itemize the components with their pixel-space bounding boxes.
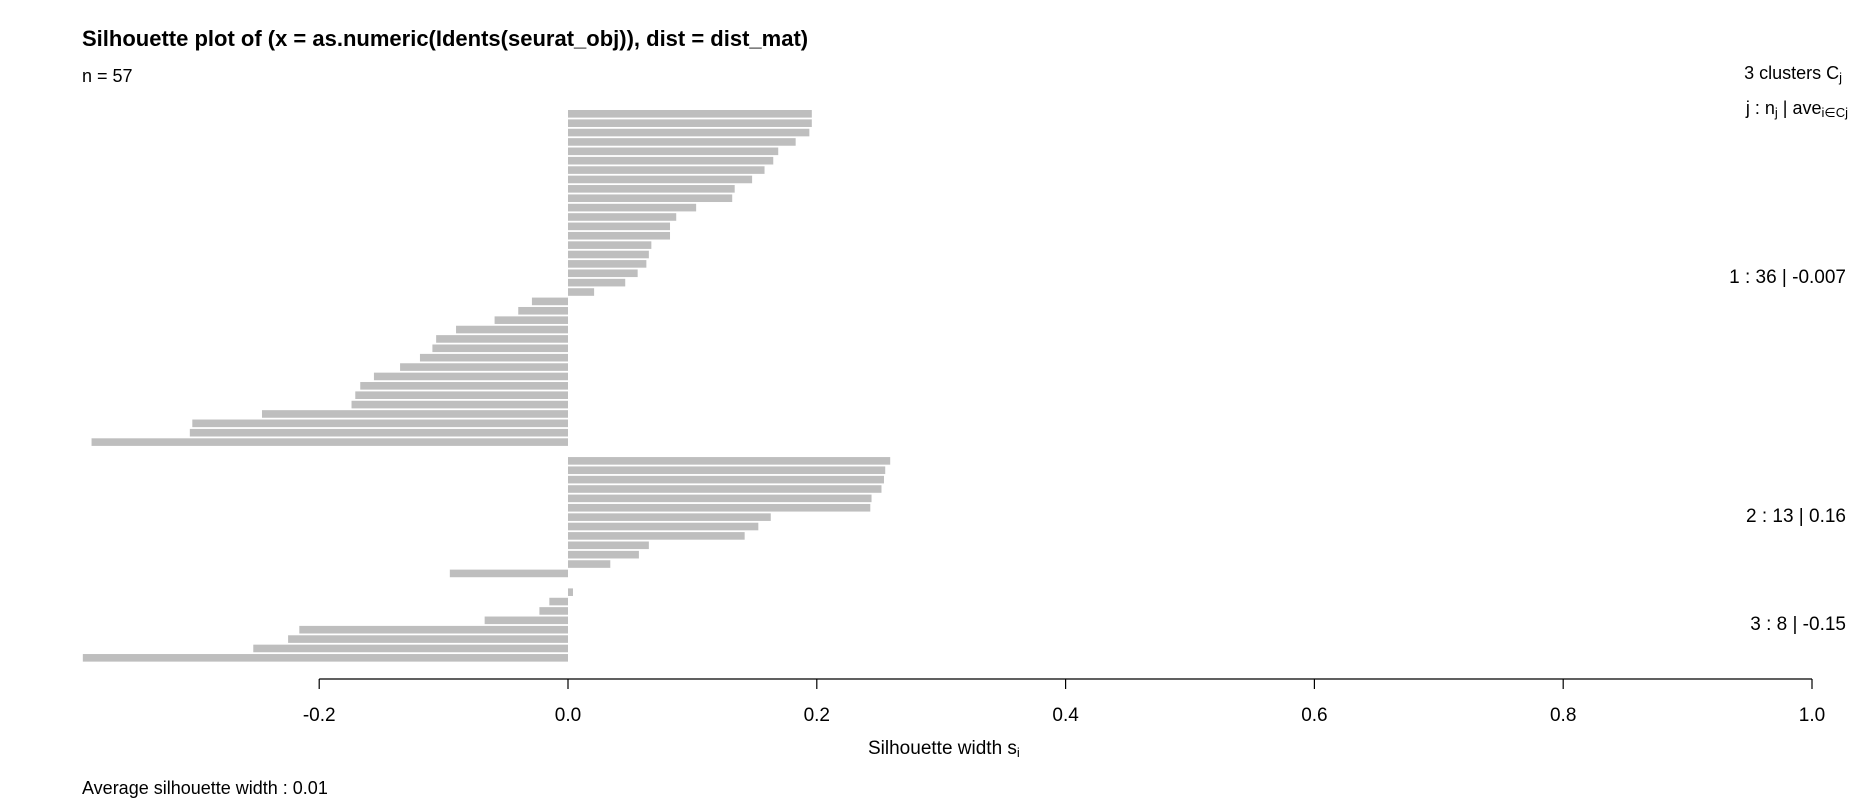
cluster-3-summary: 3 : 8 | -0.15 [1750, 614, 1846, 635]
bar-cluster-3-4 [484, 616, 568, 625]
bar-cluster-1-23 [494, 316, 568, 324]
bar-cluster-1-21 [531, 297, 568, 306]
bar-cluster-1-4 [568, 138, 796, 146]
bar-cluster-3-2 [549, 597, 568, 606]
x-tick-label: 0.2 [804, 705, 830, 726]
bar-cluster-3-6 [288, 635, 568, 643]
bar-cluster-2-11 [568, 550, 639, 559]
bar-cluster-2-2 [568, 466, 886, 475]
legend-header-line2: j : nj | avei∈Cj [1745, 98, 1848, 120]
bar-cluster-1-31 [355, 391, 568, 399]
bar-cluster-1-1 [568, 110, 812, 118]
x-tick-label: 0.6 [1301, 705, 1327, 726]
x-axis-label: Silhouette width si [868, 738, 1020, 760]
bar-cluster-2-12 [568, 560, 611, 568]
legend-header: 3 clusters Cj j : nj | avei∈Cj [1744, 58, 1848, 128]
bar-cluster-1-17 [568, 260, 647, 268]
bar-cluster-1-12 [568, 213, 677, 221]
bar-cluster-1-30 [360, 382, 568, 390]
bar-cluster-2-3 [568, 475, 884, 484]
bar-cluster-1-16 [568, 250, 649, 259]
bar-cluster-1-32 [351, 400, 568, 409]
x-tick-label: 0.4 [1052, 705, 1079, 726]
bar-cluster-2-4 [568, 485, 882, 493]
bar-cluster-1-24 [456, 325, 568, 334]
bar-cluster-3-5 [299, 625, 568, 634]
sample-count: n = 57 [82, 66, 133, 86]
bar-cluster-3-8 [82, 654, 568, 662]
legend-header-line1: 3 clusters Cj [1744, 63, 1842, 85]
bar-cluster-1-8 [568, 175, 753, 184]
bar-cluster-3-7 [253, 644, 568, 653]
bar-cluster-1-3 [568, 128, 810, 137]
bar-cluster-1-14 [568, 231, 671, 240]
bar-cluster-1-35 [189, 428, 568, 437]
bar-cluster-1-34 [192, 419, 568, 428]
average-silhouette-width: Average silhouette width : 0.01 [82, 778, 328, 798]
bar-cluster-1-7 [568, 166, 765, 174]
bar-cluster-1-19 [568, 278, 626, 287]
bar-cluster-1-29 [373, 372, 568, 381]
bar-cluster-1-11 [568, 203, 697, 212]
bar-cluster-1-5 [568, 147, 779, 156]
bar-cluster-1-13 [568, 222, 671, 231]
x-tick-label: 0.8 [1550, 705, 1576, 726]
bars-group [82, 110, 891, 662]
bar-cluster-2-8 [568, 522, 759, 531]
bar-cluster-1-26 [432, 344, 568, 353]
bar-cluster-1-33 [261, 410, 568, 418]
bar-cluster-1-2 [568, 119, 812, 127]
x-axis: -0.2 0.0 0.2 0.4 0.6 0.8 1.0 [303, 678, 1825, 726]
cluster-1-summary: 1 : 36 | -0.007 [1729, 266, 1846, 288]
bar-cluster-1-15 [568, 241, 652, 249]
x-tick-label: 0.0 [555, 705, 581, 726]
bar-cluster-1-20 [568, 288, 595, 296]
bar-cluster-3-3 [539, 607, 568, 615]
bar-cluster-1-25 [436, 335, 568, 343]
bar-cluster-1-9 [568, 185, 735, 193]
x-tick-label: 1.0 [1799, 705, 1825, 726]
bar-cluster-2-1 [568, 457, 891, 465]
bar-cluster-1-22 [518, 306, 568, 315]
bar-cluster-1-28 [400, 363, 568, 371]
bar-cluster-1-27 [419, 353, 568, 362]
bar-cluster-2-9 [568, 532, 745, 540]
bar-cluster-2-13 [449, 569, 568, 578]
bar-cluster-2-7 [568, 513, 771, 521]
x-tick-label: -0.2 [303, 705, 336, 726]
bar-cluster-1-10 [568, 194, 733, 203]
bar-cluster-2-5 [568, 494, 872, 503]
bar-cluster-2-10 [568, 541, 649, 550]
bar-cluster-3-1 [568, 588, 573, 596]
bar-cluster-2-6 [568, 503, 871, 512]
bar-cluster-1-36 [91, 438, 569, 446]
bar-cluster-1-6 [568, 156, 774, 165]
chart-title: Silhouette plot of (x = as.numeric(Ident… [82, 26, 809, 51]
bar-cluster-1-18 [568, 269, 638, 278]
cluster-2-summary: 2 : 13 | 0.16 [1745, 506, 1846, 528]
